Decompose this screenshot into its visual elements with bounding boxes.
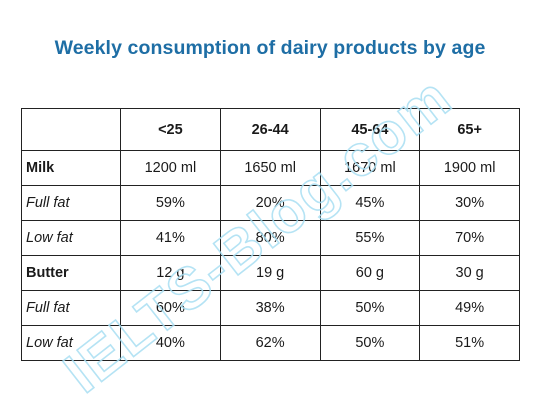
table-row: Low fat 41% 80% 55% 70% <box>21 220 520 256</box>
header-cell-age-65-plus: 65+ <box>419 108 520 151</box>
table-row: Low fat 40% 62% 50% 51% <box>21 325 520 361</box>
table-cell: 30 g <box>419 255 520 291</box>
table-cell: 62% <box>219 325 321 361</box>
table-cell: 80% <box>219 220 321 256</box>
header-cell-empty <box>21 108 121 151</box>
table-cell: 12 g <box>120 255 221 291</box>
table-row: Butter 12 g 19 g 60 g 30 g <box>21 255 520 291</box>
row-label-butter-low-fat: Low fat <box>21 325 121 361</box>
table-cell: 70% <box>419 220 520 256</box>
table-cell: 41% <box>120 220 221 256</box>
table-cell: 30% <box>419 185 520 221</box>
header-row: <25 26-44 45-64 65+ <box>21 108 520 151</box>
row-label-milk-full-fat: Full fat <box>21 185 121 221</box>
table-cell: 49% <box>419 290 520 326</box>
row-label-milk-low-fat: Low fat <box>21 220 121 256</box>
table-cell: 1650 ml <box>219 150 321 186</box>
table-row: Full fat 60% 38% 50% 49% <box>21 290 520 326</box>
header-cell-age-45-64: 45-64 <box>319 108 421 151</box>
table-cell: 55% <box>319 220 421 256</box>
table-cell: 1670 ml <box>319 150 421 186</box>
table-cell: 60% <box>120 290 221 326</box>
table-cell: 1200 ml <box>120 150 221 186</box>
row-label-butter-full-fat: Full fat <box>21 290 121 326</box>
table-cell: 40% <box>120 325 221 361</box>
table-cell: 45% <box>319 185 421 221</box>
table-title: Weekly consumption of dairy products by … <box>54 37 486 59</box>
table-row: Full fat 59% 20% 45% 30% <box>21 185 520 221</box>
table-cell: 51% <box>419 325 520 361</box>
table-cell: 38% <box>219 290 321 326</box>
table-cell: 19 g <box>219 255 321 291</box>
table-row: Milk 1200 ml 1650 ml 1670 ml 1900 ml <box>21 150 520 186</box>
table-cell: 1900 ml <box>419 150 520 186</box>
header-cell-age-under-25: <25 <box>120 108 221 151</box>
table-cell: 20% <box>219 185 321 221</box>
row-label-butter: Butter <box>21 255 121 291</box>
table-cell: 59% <box>120 185 221 221</box>
header-cell-age-26-44: 26-44 <box>219 108 321 151</box>
table-cell: 50% <box>319 325 421 361</box>
table-cell: 50% <box>319 290 421 326</box>
row-label-milk: Milk <box>21 150 121 186</box>
dairy-consumption-table: <25 26-44 45-64 65+ Milk 1200 ml 1650 ml… <box>21 108 520 361</box>
table-cell: 60 g <box>319 255 421 291</box>
